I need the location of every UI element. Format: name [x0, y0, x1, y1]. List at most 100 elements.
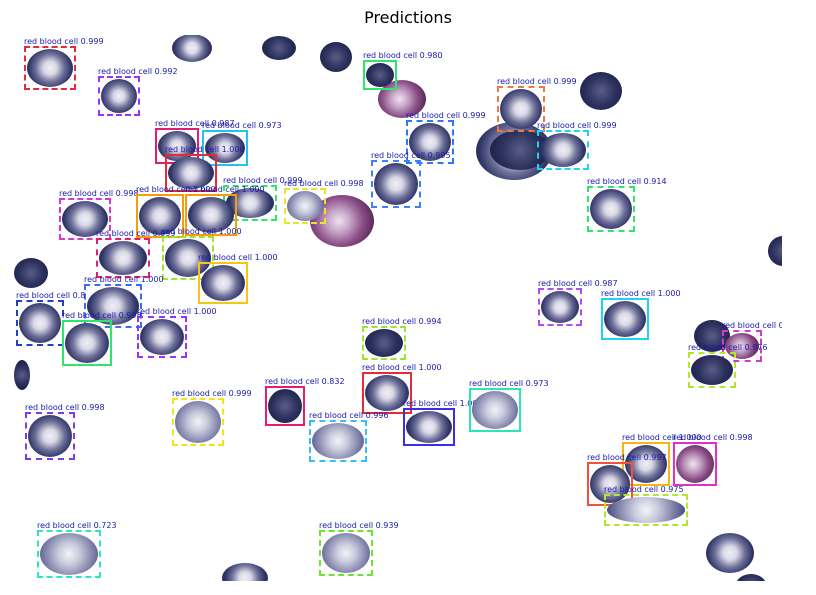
- red-blood-cell: [87, 287, 139, 325]
- red-blood-cell: [19, 303, 61, 343]
- detection-box: [688, 352, 736, 388]
- detection-box: [62, 320, 112, 366]
- background-cell: [222, 563, 268, 581]
- detection-label: red blood cell 0.723: [37, 521, 117, 530]
- detection-label: red blood cell 0.975: [604, 485, 684, 494]
- red-blood-cell: [590, 465, 630, 503]
- detection-box: [59, 198, 111, 240]
- detection-label: red blood cell 0.939: [319, 521, 399, 530]
- background-cell: [378, 80, 426, 118]
- background-cell: [706, 533, 754, 573]
- detection-box: [362, 326, 406, 360]
- detection-box: [284, 188, 326, 224]
- detection-label: red blood cell 0.998: [25, 403, 105, 412]
- detection-label: red blood cell 1.000: [198, 253, 278, 262]
- detection-label: red blood cell 0.998: [62, 311, 142, 320]
- background-cell: [768, 236, 782, 266]
- detection-box: [98, 76, 140, 116]
- detection-label: red blood cell 0.980: [363, 51, 443, 60]
- detection-box: [185, 194, 237, 236]
- microscopy-image: red blood cell 0.999 red blood cell 0.992…: [14, 35, 782, 581]
- detection-label: red blood cell 1.000: [403, 399, 483, 408]
- detection-box: [469, 388, 521, 432]
- red-blood-cell: [28, 415, 72, 457]
- red-blood-cell: [500, 89, 542, 129]
- detection-label: red blood cell 1.000: [601, 289, 681, 298]
- red-blood-cell: [409, 123, 451, 161]
- detection-box: [165, 154, 217, 192]
- detection-box: [601, 298, 649, 340]
- red-blood-cell: [139, 197, 181, 235]
- background-cell: [736, 574, 766, 581]
- detection-label: red blood cell 0.999: [24, 37, 104, 46]
- red-blood-cell: [374, 163, 418, 205]
- detection-box: [363, 60, 397, 90]
- red-blood-cell: [540, 133, 586, 167]
- detection-label: red blood cell 1.000: [362, 363, 442, 372]
- red-blood-cell: [62, 201, 108, 237]
- red-blood-cell: [366, 63, 394, 87]
- detection-label: red blood cell 0.973: [469, 379, 549, 388]
- red-blood-cell: [175, 401, 221, 443]
- red-blood-cell: [406, 411, 452, 443]
- red-blood-cell: [590, 189, 632, 229]
- red-blood-cell: [40, 533, 98, 575]
- detection-box: [722, 330, 762, 362]
- detection-box: [198, 262, 248, 304]
- red-blood-cell: [725, 333, 759, 359]
- detection-label: red blood cell 1.000: [162, 227, 242, 236]
- detection-label: red blood cell 0.999: [223, 176, 303, 185]
- detection-box: [96, 238, 150, 278]
- red-blood-cell: [101, 79, 137, 113]
- detection-box: [362, 372, 412, 414]
- red-blood-cell: [607, 497, 685, 523]
- detection-box: [673, 442, 717, 486]
- detection-box: [202, 130, 248, 166]
- red-blood-cell: [27, 49, 73, 87]
- detection-label: red blood cell 1.000: [136, 185, 216, 194]
- background-cell: [694, 320, 730, 352]
- background-cell: [262, 36, 296, 60]
- detection-label: red blood cell 0.999: [96, 229, 176, 238]
- detection-box: [538, 288, 582, 326]
- red-blood-cell: [165, 239, 211, 277]
- red-blood-cell: [604, 301, 646, 337]
- detection-box: [604, 494, 688, 526]
- detection-box: [162, 236, 214, 280]
- detection-box: [136, 194, 184, 238]
- red-blood-cell: [140, 319, 184, 355]
- red-blood-cell: [168, 157, 214, 189]
- detection-box: [172, 398, 224, 446]
- background-cell: [172, 35, 212, 62]
- detection-label: red blood cell 0.914: [587, 177, 667, 186]
- detection-box: [537, 130, 589, 170]
- detection-box: [84, 284, 142, 328]
- detection-label: red blood cell 0.8: [16, 291, 86, 300]
- detection-label: red blood cell 0.987: [538, 279, 618, 288]
- red-blood-cell: [365, 375, 409, 411]
- detection-box: [25, 412, 75, 460]
- detection-box: [24, 46, 76, 90]
- detection-label: red blood cell 0.997: [587, 453, 667, 462]
- detection-box: [137, 316, 187, 358]
- detection-box: [16, 300, 64, 346]
- red-blood-cell: [65, 323, 109, 363]
- detection-box: [371, 160, 421, 208]
- detection-label: red blood cell 0.996: [309, 411, 389, 420]
- detection-label: red blood cell 1.000: [622, 433, 702, 442]
- detection-label: red blood cell 0.999: [537, 121, 617, 130]
- red-blood-cell: [472, 391, 518, 429]
- red-blood-cell: [188, 197, 234, 233]
- detection-label: red blood cell 1.000: [185, 185, 265, 194]
- background-cell: [320, 42, 352, 72]
- detection-label: red blood cell 0.992: [98, 67, 178, 76]
- red-blood-cell: [287, 191, 323, 221]
- red-blood-cell: [312, 423, 364, 459]
- detection-box: [265, 386, 305, 426]
- detection-box: [403, 408, 455, 446]
- red-blood-cell: [158, 131, 196, 161]
- red-blood-cell: [676, 445, 714, 483]
- red-blood-cell: [201, 265, 245, 301]
- red-blood-cell: [226, 188, 274, 218]
- background-cell: [14, 258, 48, 288]
